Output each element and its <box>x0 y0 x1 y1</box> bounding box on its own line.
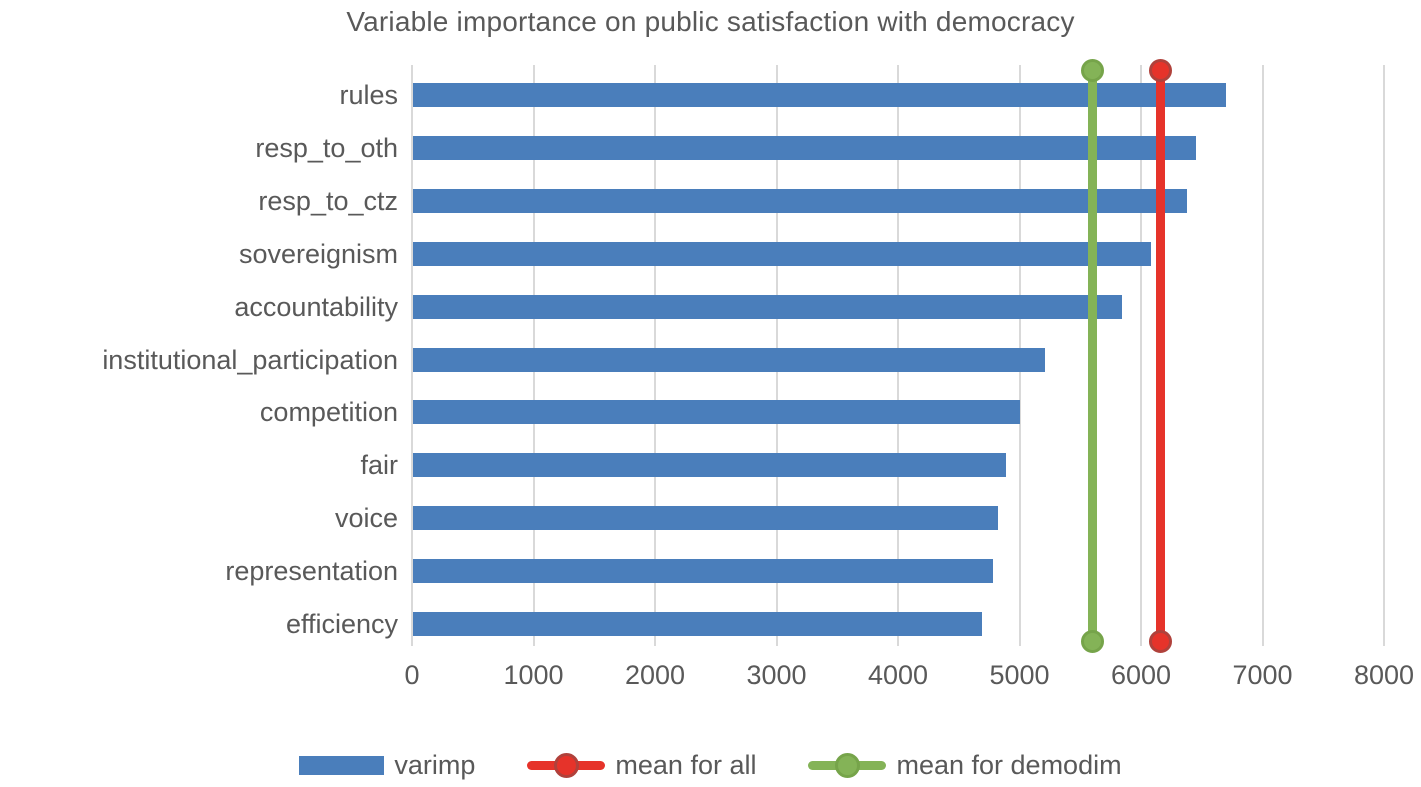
bar-resp_to_oth <box>413 136 1196 161</box>
legend-label-mean-for-all: mean for all <box>615 749 757 780</box>
category-label-accountability: accountability <box>234 291 398 322</box>
x-tick-label-3000: 3000 <box>746 660 807 690</box>
bar-competition <box>413 400 1020 425</box>
legend-item-varimp: varimp <box>299 750 475 781</box>
x-tick-label-0: 0 <box>404 660 420 690</box>
category-label-resp_to_ctz: resp_to_ctz <box>258 186 398 217</box>
x-tick-label-1000: 1000 <box>503 660 564 690</box>
x-tick-label-2000: 2000 <box>624 660 686 690</box>
mean-line-mean-for-all <box>1155 70 1165 641</box>
bar-resp_to_ctz <box>413 189 1188 214</box>
category-label-institutional_participation: institutional_participation <box>102 344 398 375</box>
x-tick-label-7000: 7000 <box>1232 660 1293 690</box>
plot-area: rules resp_to_oth resp_to_ctz sovereignism a… <box>0 58 1421 653</box>
legend-bar-swatch-icon <box>299 755 385 775</box>
legend-label-mean-for-demodim: mean for demodim <box>896 749 1122 780</box>
category-label-rules: rules <box>339 80 398 111</box>
x-tick-label-5000: 5000 <box>989 660 1050 690</box>
bar-sovereignism <box>413 241 1151 266</box>
mean-marker-bottom-mean-for-all <box>1148 629 1172 653</box>
mean-marker-top-mean-for-demodim <box>1080 58 1104 82</box>
gridline-7000 <box>1261 65 1264 646</box>
legend-item-mean-for-all: mean for all <box>527 750 756 781</box>
legend-marker-circle <box>554 752 580 778</box>
legend: varimp mean for all mean for demodim <box>0 746 1421 784</box>
mean-marker-top-mean-for-all <box>1148 58 1172 82</box>
category-label-voice: voice <box>334 502 398 533</box>
bar-institutional_participation <box>413 347 1045 372</box>
bar-representation <box>413 558 993 583</box>
mean-marker-bottom-mean-for-demodim <box>1080 629 1104 653</box>
bar-efficiency <box>413 611 982 636</box>
bar-accountability <box>413 294 1122 319</box>
category-label-fair: fair <box>360 450 398 481</box>
legend-marker-circle <box>835 752 861 778</box>
x-tick-label-6000: 6000 <box>1110 660 1172 690</box>
legend-line-marker-icon <box>527 752 606 778</box>
category-label-sovereignism: sovereignism <box>238 238 398 269</box>
bar-fair <box>413 453 1007 478</box>
category-label-representation: representation <box>225 555 398 586</box>
chart-title: Variable importance on public satisfacti… <box>346 6 1075 37</box>
category-label-efficiency: efficiency <box>285 608 398 639</box>
legend-item-mean-for-demodim: mean for demodim <box>808 749 1122 781</box>
mean-line-mean-for-demodim <box>1087 70 1097 641</box>
x-tick-label-4000: 4000 <box>867 660 929 690</box>
x-tick-label-8000: 8000 <box>1353 660 1415 690</box>
bar-rules <box>413 83 1227 108</box>
gridline-6000 <box>1140 65 1142 646</box>
category-label-competition: competition <box>259 397 398 428</box>
legend-label-varimp: varimp <box>394 749 476 780</box>
legend-line-marker-icon <box>808 752 887 778</box>
bar-voice <box>413 505 998 530</box>
gridline-8000 <box>1383 65 1385 646</box>
category-label-resp_to_oth: resp_to_oth <box>255 133 398 164</box>
gridline-0 <box>411 65 413 646</box>
